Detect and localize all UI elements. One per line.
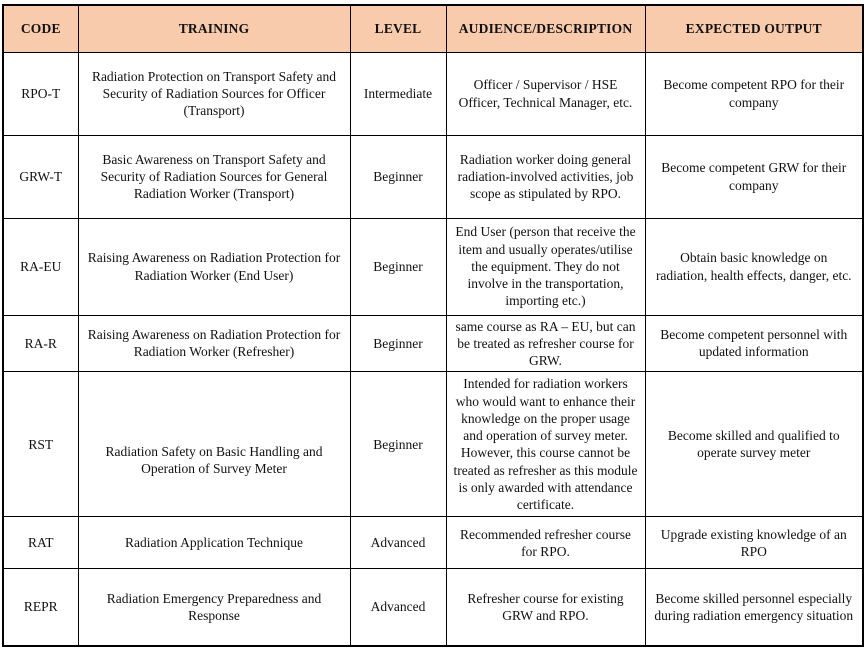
header-cell-training: TRAINING xyxy=(77,4,351,53)
table-row: REPR Radiation Emergency Preparedness an… xyxy=(2,568,864,647)
table-body: RPO-T Radiation Protection on Transport … xyxy=(2,51,864,647)
cell-training: Radiation Application Technique xyxy=(77,516,351,570)
cell-training: Radiation Safety on Basic Handling and O… xyxy=(77,371,351,518)
cell-level: Advanced xyxy=(349,516,447,570)
cell-code: RA-R xyxy=(2,314,79,373)
cell-level: Intermediate xyxy=(349,51,447,136)
cell-code: GRW-T xyxy=(2,134,79,219)
table-header-row: CODE TRAINING LEVEL AUDIENCE/DESCRIPTION… xyxy=(2,4,864,53)
cell-audience: Radiation worker doing general radiation… xyxy=(445,134,646,219)
cell-audience: Officer / Supervisor / HSE Officer, Tech… xyxy=(445,51,646,136)
cell-audience: Recommended refresher course for RPO. xyxy=(445,516,646,570)
header-cell-audience: AUDIENCE/DESCRIPTION xyxy=(445,4,646,53)
cell-level: Beginner xyxy=(349,217,447,316)
table-row: RPO-T Radiation Protection on Transport … xyxy=(2,51,864,136)
cell-audience: Refresher course for existing GRW and RP… xyxy=(445,568,646,647)
cell-output: Upgrade existing knowledge of an RPO xyxy=(644,516,864,570)
cell-training: Raising Awareness on Radiation Protectio… xyxy=(77,217,351,316)
cell-output: Become competent GRW for their company xyxy=(644,134,864,219)
cell-output: Become competent RPO for their company xyxy=(644,51,864,136)
table-row: GRW-T Basic Awareness on Transport Safet… xyxy=(2,134,864,219)
cell-output: Become skilled personnel especially duri… xyxy=(644,568,864,647)
cell-code: RST xyxy=(2,371,79,518)
cell-training: Raising Awareness on Radiation Protectio… xyxy=(77,314,351,373)
cell-output: Become competent personnel with updated … xyxy=(644,314,864,373)
header-cell-output: EXPECTED OUTPUT xyxy=(644,4,864,53)
table-row: RST Radiation Safety on Basic Handling a… xyxy=(2,371,864,518)
cell-level: Advanced xyxy=(349,568,447,647)
cell-level: Beginner xyxy=(349,314,447,373)
table-row: RAT Radiation Application Technique Adva… xyxy=(2,516,864,570)
training-courses-table: CODE TRAINING LEVEL AUDIENCE/DESCRIPTION… xyxy=(2,4,864,647)
cell-audience: Intended for radiation workers who would… xyxy=(445,371,646,518)
header-cell-level: LEVEL xyxy=(349,4,447,53)
cell-training: Radiation Emergency Preparedness and Res… xyxy=(77,568,351,647)
cell-output: Obtain basic knowledge on radiation, hea… xyxy=(644,217,864,316)
table-row: RA-EU Raising Awareness on Radiation Pro… xyxy=(2,217,864,316)
cell-code: RPO-T xyxy=(2,51,79,136)
cell-audience: same course as RA – EU, but can be treat… xyxy=(445,314,646,373)
cell-code: RAT xyxy=(2,516,79,570)
cell-level: Beginner xyxy=(349,371,447,518)
table-row: RA-R Raising Awareness on Radiation Prot… xyxy=(2,314,864,373)
cell-code: REPR xyxy=(2,568,79,647)
cell-training: Radiation Protection on Transport Safety… xyxy=(77,51,351,136)
cell-level: Beginner xyxy=(349,134,447,219)
cell-code: RA-EU xyxy=(2,217,79,316)
cell-training: Basic Awareness on Transport Safety and … xyxy=(77,134,351,219)
cell-output: Become skilled and qualified to operate … xyxy=(644,371,864,518)
header-cell-code: CODE xyxy=(2,4,79,53)
cell-audience: End User (person that receive the item a… xyxy=(445,217,646,316)
